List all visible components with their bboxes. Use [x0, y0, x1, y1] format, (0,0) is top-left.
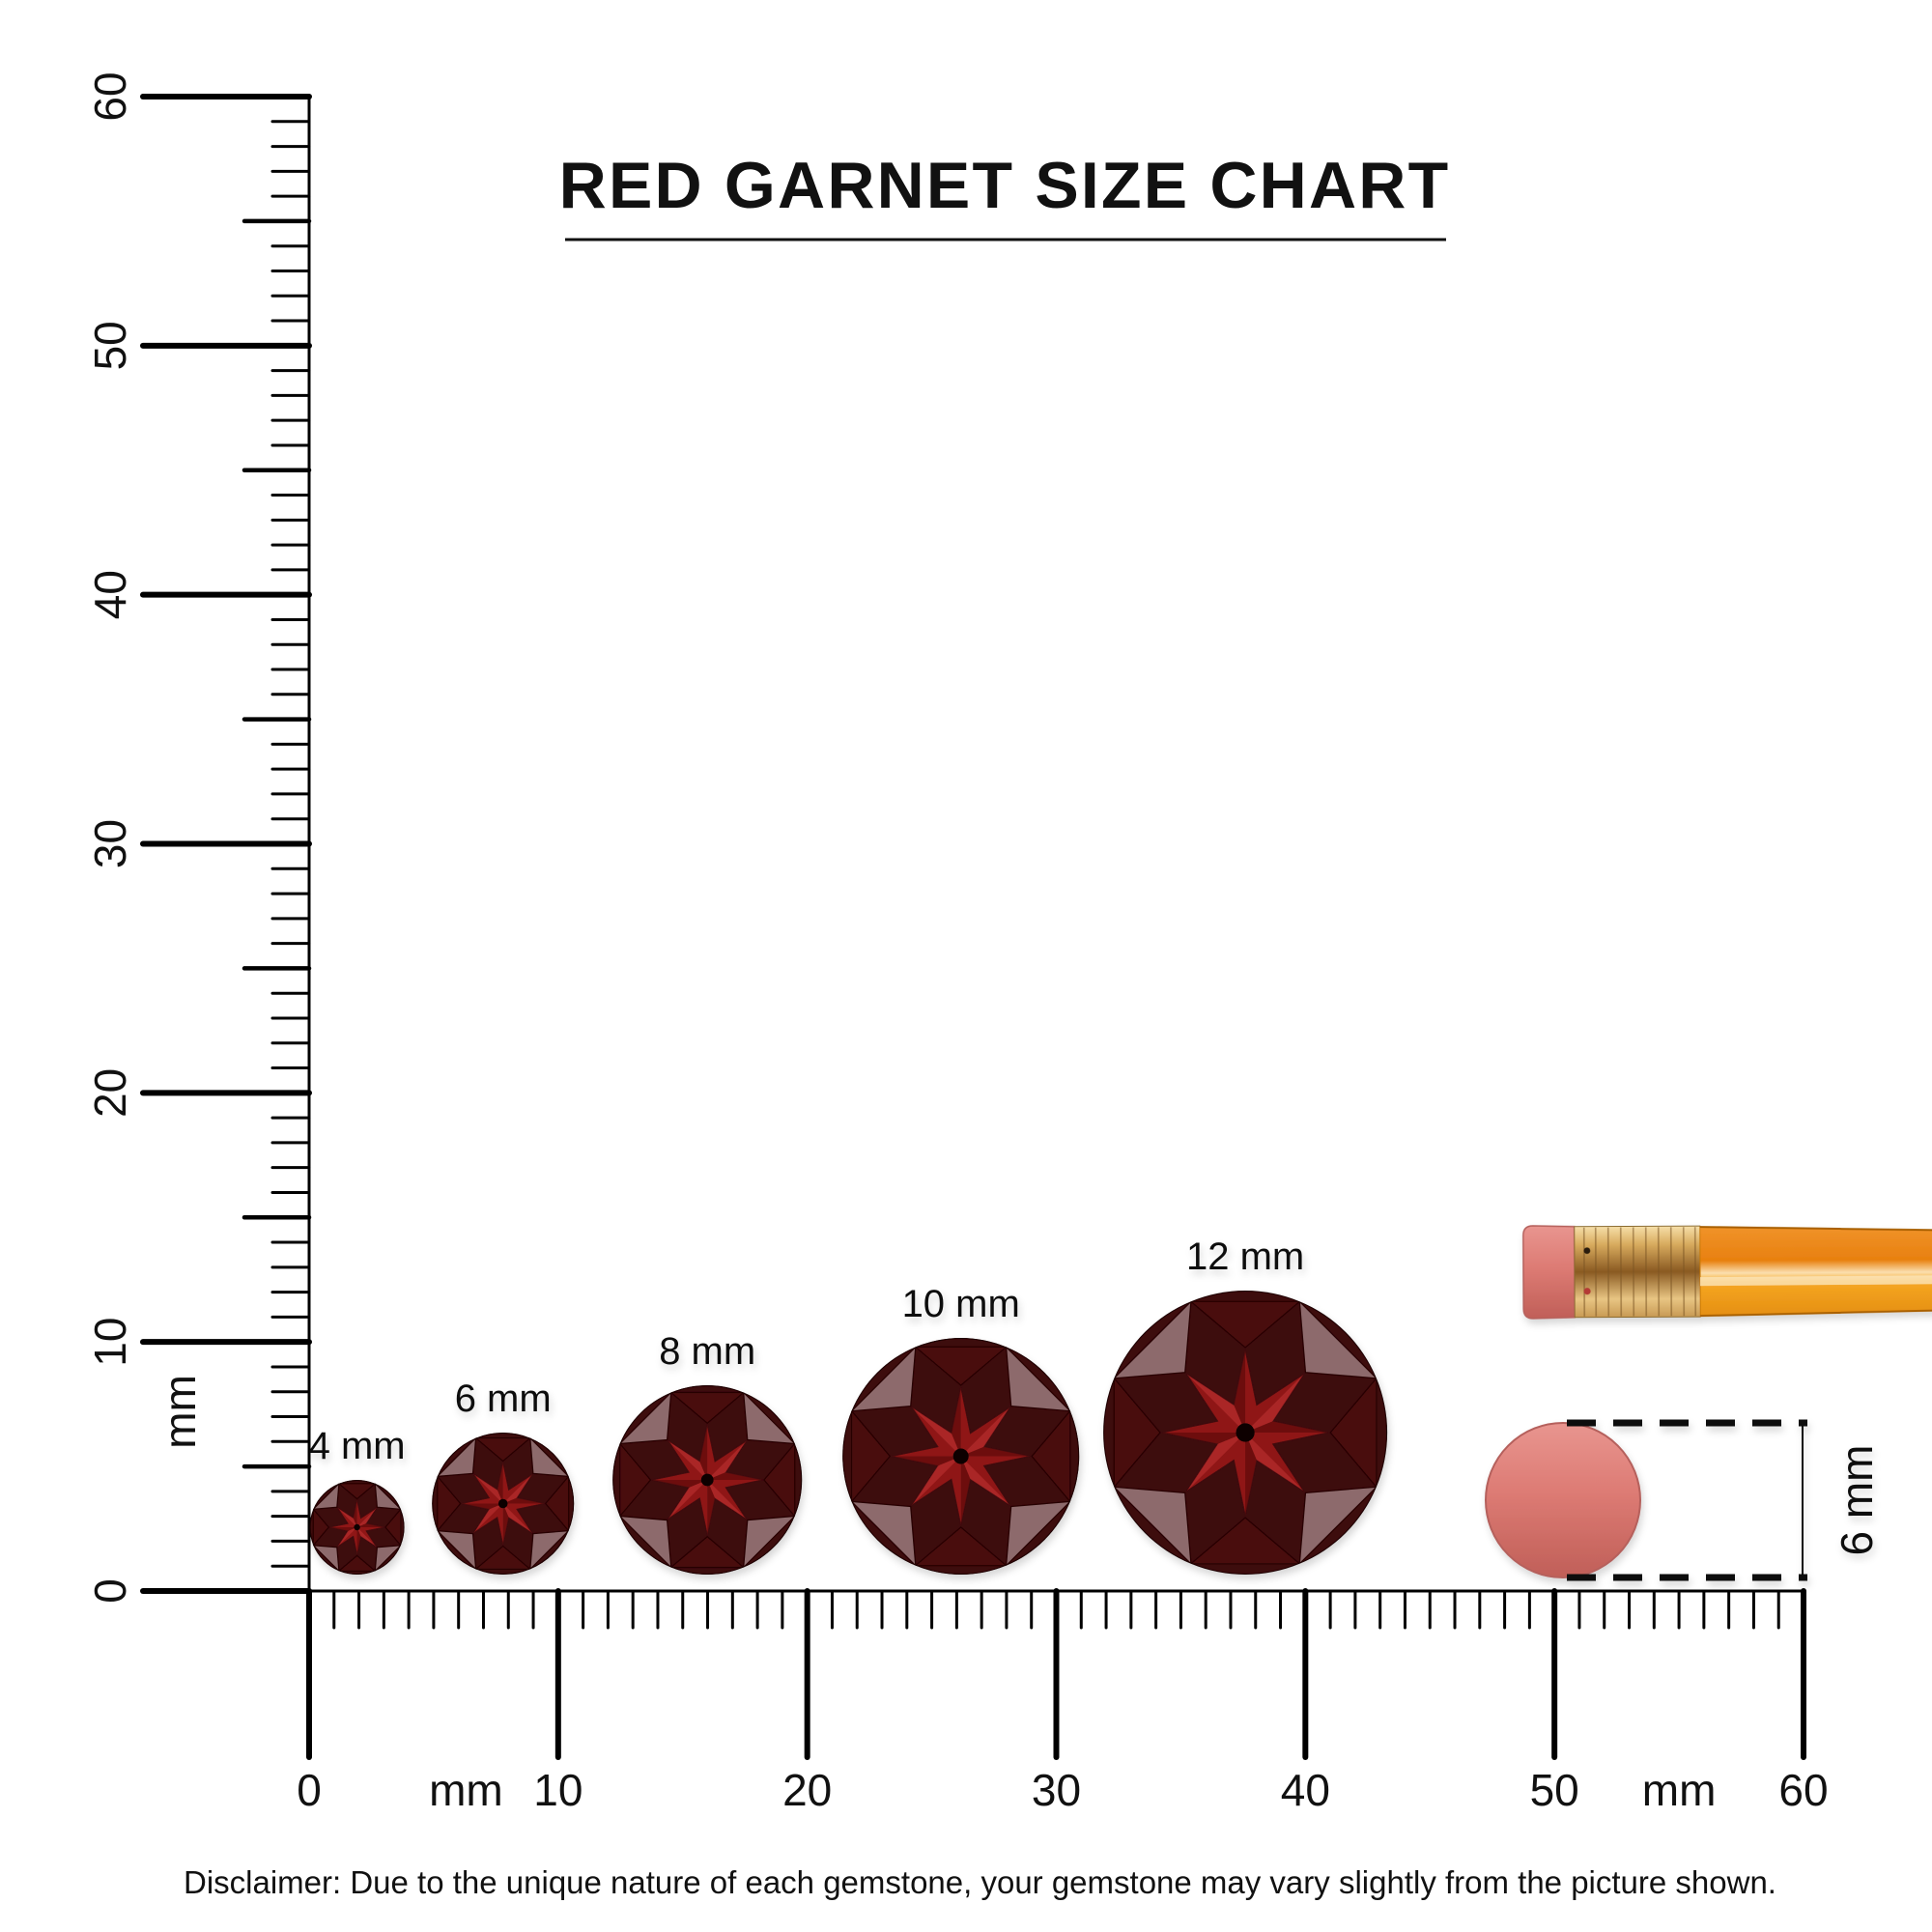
svg-text:Disclaimer: Due to the unique: Disclaimer: Due to the unique nature of …: [184, 1864, 1776, 1900]
svg-text:50: 50: [1530, 1765, 1579, 1815]
svg-text:mm: mm: [155, 1375, 205, 1449]
svg-text:6 mm: 6 mm: [455, 1378, 552, 1420]
svg-text:20: 20: [782, 1765, 832, 1815]
svg-text:10: 10: [85, 1318, 135, 1367]
svg-text:0: 0: [297, 1765, 322, 1815]
svg-text:20: 20: [85, 1068, 135, 1118]
svg-text:12 mm: 12 mm: [1186, 1236, 1304, 1278]
svg-text:40: 40: [85, 570, 135, 619]
svg-text:60: 60: [85, 71, 135, 121]
svg-text:RED GARNET SIZE CHART: RED GARNET SIZE CHART: [559, 149, 1451, 222]
svg-text:mm: mm: [429, 1765, 503, 1815]
svg-text:30: 30: [1032, 1765, 1081, 1815]
svg-text:50: 50: [85, 321, 135, 370]
svg-text:6 mm: 6 mm: [1832, 1445, 1882, 1556]
svg-text:10 mm: 10 mm: [902, 1283, 1020, 1325]
svg-text:0: 0: [85, 1578, 135, 1604]
svg-text:60: 60: [1778, 1765, 1828, 1815]
svg-text:10: 10: [533, 1765, 582, 1815]
svg-text:mm: mm: [1642, 1765, 1717, 1815]
svg-text:8 mm: 8 mm: [659, 1330, 755, 1373]
svg-text:4 mm: 4 mm: [309, 1425, 406, 1467]
svg-text:30: 30: [85, 819, 135, 868]
svg-text:40: 40: [1281, 1765, 1330, 1815]
